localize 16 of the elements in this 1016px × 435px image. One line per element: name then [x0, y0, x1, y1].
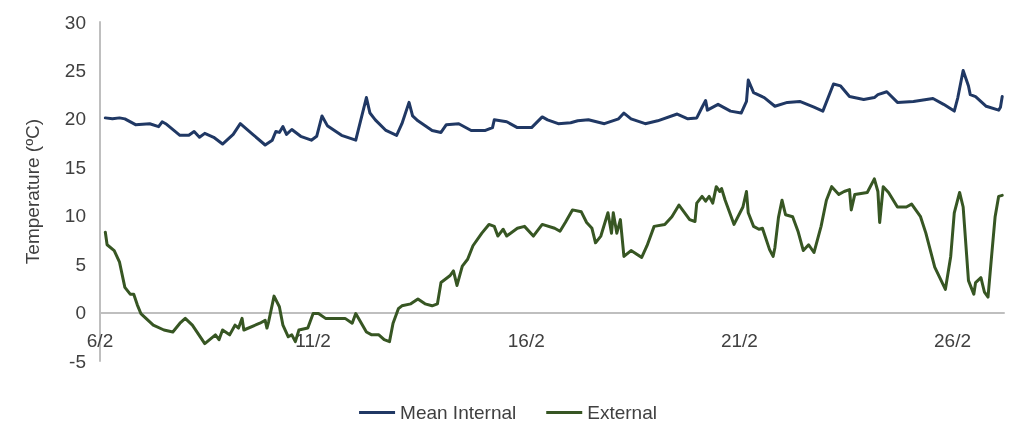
x-tick-label: 26/2	[934, 330, 971, 351]
y-tick-label: 30	[64, 11, 86, 33]
legend-label: Mean Internal	[400, 402, 517, 423]
x-tick-label: 21/2	[720, 330, 758, 351]
legend-label: External	[587, 402, 657, 423]
y-tick-label: 20	[64, 108, 86, 130]
x-tick-label: 6/2	[86, 330, 114, 351]
y-tick-label: -5	[69, 350, 86, 372]
y-tick-label: 15	[64, 156, 86, 178]
y-axis-title: Temperature (ºC)	[22, 118, 43, 265]
y-tick-label: 10	[64, 205, 86, 227]
y-tick-label: 25	[64, 59, 86, 81]
x-tick-label: 11/2	[295, 330, 331, 351]
y-tick-label: 5	[75, 253, 86, 275]
x-tick-label: 16/2	[507, 330, 545, 351]
y-tick-label: 0	[75, 302, 86, 324]
